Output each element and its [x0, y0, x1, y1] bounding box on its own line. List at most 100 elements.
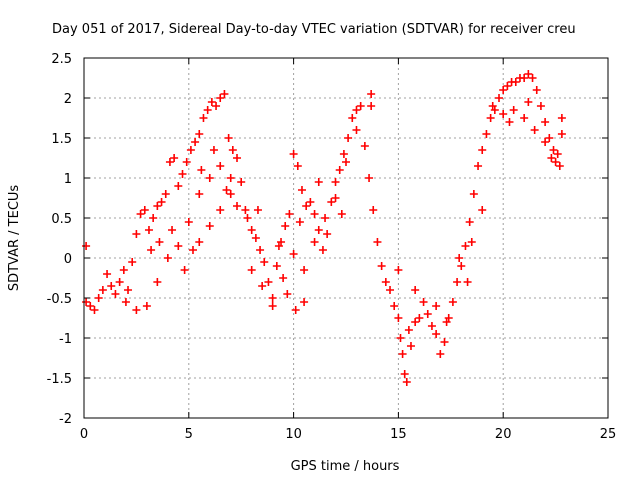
data-point [247, 226, 256, 234]
data-point [258, 282, 267, 290]
data-point [415, 314, 424, 322]
data-point [237, 178, 246, 186]
data-point [170, 154, 179, 162]
data-point [373, 238, 382, 246]
data-point [82, 242, 91, 250]
data-point [260, 258, 269, 266]
data-point [419, 298, 428, 306]
data-point [180, 266, 189, 274]
data-point [283, 290, 292, 298]
data-point [486, 114, 495, 122]
data-point [285, 210, 294, 218]
data-point [188, 246, 197, 254]
y-tick-label: -1 [59, 332, 72, 347]
data-point [318, 246, 327, 254]
data-point [279, 274, 288, 282]
data-point [253, 206, 262, 214]
data-point [142, 302, 151, 310]
data-point [295, 218, 304, 226]
data-point [140, 206, 149, 214]
data-point [136, 210, 145, 218]
data-point [107, 282, 116, 290]
data-point [427, 322, 436, 330]
data-point [339, 150, 348, 158]
data-point [549, 146, 558, 154]
y-tick-label: -0.5 [47, 292, 72, 307]
data-point [436, 350, 445, 358]
x-tick-label: 5 [185, 427, 193, 442]
y-axis-label: SDTVAR / TECUs [7, 185, 22, 292]
data-point [367, 102, 376, 110]
data-point [310, 210, 319, 218]
data-point [524, 98, 533, 106]
data-point [467, 238, 476, 246]
data-point [297, 186, 306, 194]
data-point [536, 102, 545, 110]
data-point [394, 266, 403, 274]
data-point [199, 114, 208, 122]
data-point [207, 98, 216, 106]
x-tick-label: 15 [390, 427, 407, 442]
data-point [209, 146, 218, 154]
data-point [111, 290, 120, 298]
data-point [195, 130, 204, 138]
data-point [226, 190, 235, 198]
data-point [184, 218, 193, 226]
data-point [520, 114, 529, 122]
data-point [243, 214, 252, 222]
data-point [178, 170, 187, 178]
data-point [272, 262, 281, 270]
data-point [216, 94, 225, 102]
data-point [455, 254, 464, 262]
data-point [342, 158, 350, 166]
data-point [310, 238, 319, 246]
data-point [293, 162, 302, 170]
data-point [478, 146, 487, 154]
x-tick-label: 0 [80, 427, 88, 442]
data-point [377, 262, 386, 270]
data-point [191, 138, 200, 146]
data-point [551, 158, 560, 166]
data-point [394, 314, 403, 322]
data-point [555, 162, 564, 170]
data-point [186, 146, 195, 154]
data-point [165, 158, 174, 166]
data-point [432, 330, 441, 338]
data-point [337, 210, 346, 218]
data-point [153, 202, 162, 210]
data-point [163, 254, 172, 262]
data-point [291, 306, 300, 314]
data-point [402, 378, 411, 386]
data-point [400, 370, 409, 378]
data-point [220, 90, 229, 98]
data-point [82, 298, 91, 306]
data-point [228, 146, 237, 154]
data-point [174, 182, 183, 190]
data-point [532, 86, 541, 94]
data-point [432, 302, 441, 310]
data-point [404, 326, 413, 334]
data-point [115, 278, 124, 286]
data-point [369, 206, 378, 214]
data-point [499, 86, 508, 94]
data-point [360, 142, 369, 150]
data-point [465, 218, 474, 226]
data-point [463, 278, 472, 286]
x-tick-label: 20 [495, 427, 512, 442]
data-point [344, 134, 353, 142]
data-point [203, 106, 212, 114]
data-point [386, 286, 395, 294]
data-point [153, 278, 162, 286]
data-point [541, 138, 550, 146]
data-point [241, 206, 250, 214]
data-point [264, 278, 273, 286]
data-point [547, 154, 556, 162]
data-point [268, 302, 277, 310]
data-point [103, 270, 112, 278]
y-tick-label: -2 [59, 412, 72, 427]
data-point [216, 206, 225, 214]
data-point [503, 82, 512, 90]
data-point [331, 194, 340, 202]
data-point [289, 150, 298, 158]
